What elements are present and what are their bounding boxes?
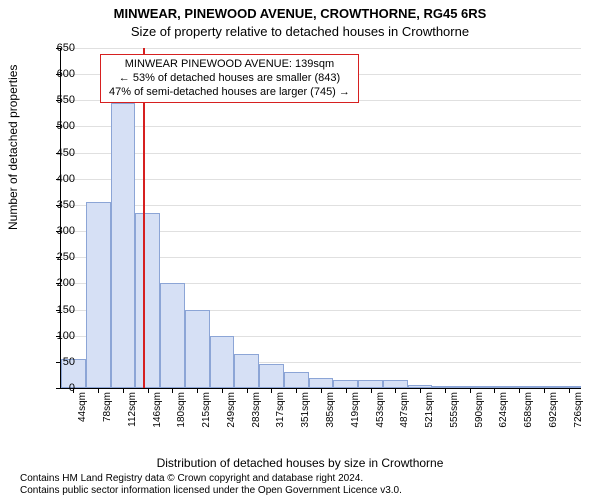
xtick-label: 555sqm [449, 392, 460, 428]
xtick-mark [247, 388, 248, 393]
histogram-bar [383, 380, 408, 388]
xtick-mark [123, 388, 124, 393]
ytick-label: 400 [39, 173, 75, 185]
xtick-mark [296, 388, 297, 393]
xtick-mark [420, 388, 421, 393]
xtick-label: 726sqm [573, 392, 584, 428]
xtick-label: 215sqm [201, 392, 212, 428]
grid-line [61, 179, 581, 180]
xtick-mark [172, 388, 173, 393]
xtick-label: 112sqm [127, 392, 138, 427]
grid-line [61, 126, 581, 127]
ytick-label: 150 [39, 304, 75, 316]
histogram-bar [185, 310, 210, 388]
xtick-label: 487sqm [399, 392, 410, 428]
histogram-bar [284, 372, 309, 388]
xtick-label: 590sqm [474, 392, 485, 428]
info-line2: ← 53% of detached houses are smaller (84… [109, 72, 350, 86]
ytick-label: 250 [39, 251, 75, 263]
chart-title: MINWEAR, PINEWOOD AVENUE, CROWTHORNE, RG… [0, 6, 600, 21]
ytick-label: 600 [39, 68, 75, 80]
xtick-mark [395, 388, 396, 393]
xtick-label: 317sqm [275, 392, 286, 428]
xtick-mark [569, 388, 570, 393]
grid-line [61, 205, 581, 206]
footer-line1: Contains HM Land Registry data © Crown c… [20, 473, 402, 485]
histogram-bar [333, 380, 358, 388]
ytick-label: 350 [39, 199, 75, 211]
ytick-label: 100 [39, 330, 75, 342]
info-box: MINWEAR PINEWOOD AVENUE: 139sqm← 53% of … [100, 54, 359, 103]
xtick-label: 692sqm [548, 392, 559, 428]
xtick-mark [321, 388, 322, 393]
info-line3: 47% of semi-detached houses are larger (… [109, 86, 350, 100]
info-line1: MINWEAR PINEWOOD AVENUE: 139sqm [109, 58, 350, 72]
footer-line2: Contains public sector information licen… [20, 485, 402, 497]
xtick-label: 249sqm [226, 392, 237, 428]
histogram-bar [309, 378, 334, 388]
histogram-bar [135, 213, 160, 388]
y-axis-label: Number of detached properties [6, 65, 20, 230]
xtick-label: 385sqm [325, 392, 336, 428]
xtick-mark [494, 388, 495, 393]
xtick-mark [197, 388, 198, 393]
ytick-label: 0 [39, 382, 75, 394]
xtick-mark [222, 388, 223, 393]
histogram-bar [160, 283, 185, 388]
xtick-mark [346, 388, 347, 393]
xtick-label: 453sqm [375, 392, 386, 428]
ytick-label: 550 [39, 94, 75, 106]
x-axis-label: Distribution of detached houses by size … [0, 456, 600, 470]
footer-text: Contains HM Land Registry data © Crown c… [20, 473, 402, 497]
xtick-label: 44sqm [77, 392, 88, 422]
grid-line [61, 48, 581, 49]
histogram-bar [234, 354, 259, 388]
xtick-label: 419sqm [350, 392, 361, 428]
xtick-label: 180sqm [176, 392, 187, 428]
histogram-bar [358, 380, 383, 388]
xtick-mark [271, 388, 272, 393]
xtick-label: 351sqm [300, 392, 311, 428]
xtick-mark [519, 388, 520, 393]
xtick-label: 78sqm [102, 392, 113, 422]
grid-line [61, 153, 581, 154]
xtick-mark [98, 388, 99, 393]
ytick-label: 450 [39, 147, 75, 159]
ytick-label: 50 [39, 356, 75, 368]
chart-subtitle: Size of property relative to detached ho… [0, 24, 600, 39]
histogram-bar [210, 336, 235, 388]
xtick-label: 624sqm [498, 392, 509, 428]
xtick-mark [371, 388, 372, 393]
xtick-label: 658sqm [523, 392, 534, 428]
ytick-label: 200 [39, 277, 75, 289]
ytick-label: 300 [39, 225, 75, 237]
histogram-bar [86, 202, 111, 388]
xtick-label: 521sqm [424, 392, 435, 428]
ytick-label: 500 [39, 120, 75, 132]
histogram-bar [111, 103, 136, 388]
xtick-label: 283sqm [251, 392, 262, 428]
xtick-mark [148, 388, 149, 393]
ytick-label: 650 [39, 42, 75, 54]
xtick-mark [544, 388, 545, 393]
xtick-mark [445, 388, 446, 393]
xtick-mark [470, 388, 471, 393]
chart-container: MINWEAR, PINEWOOD AVENUE, CROWTHORNE, RG… [0, 0, 600, 500]
histogram-bar [259, 364, 284, 388]
xtick-label: 146sqm [152, 392, 163, 428]
